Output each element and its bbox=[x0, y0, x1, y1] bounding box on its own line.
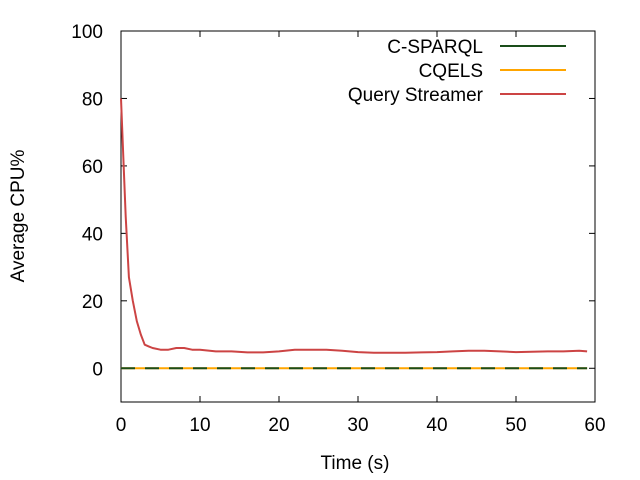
series-line-query-streamer bbox=[120, 98, 588, 354]
y-axis-label: Average CPU% bbox=[8, 150, 29, 283]
x-tick-label: 0 bbox=[116, 415, 127, 436]
legend: C-SPARQL CQELS Query Streamer bbox=[348, 37, 566, 106]
y-tick-label: 100 bbox=[71, 22, 103, 43]
legend-label: Query Streamer bbox=[348, 85, 484, 106]
x-tick-label: 60 bbox=[584, 415, 605, 436]
legend-label: CQELS bbox=[419, 61, 483, 82]
x-tick-label: 30 bbox=[347, 415, 368, 436]
x-axis-label: Time (s) bbox=[321, 453, 390, 474]
tick-labels: 0 10 20 30 40 50 60 0 20 40 60 80 100 bbox=[71, 22, 605, 436]
y-tick-label: 0 bbox=[92, 359, 103, 380]
y-tick-label: 60 bbox=[82, 157, 103, 178]
y-tick-label: 20 bbox=[82, 292, 103, 313]
y-tick-label: 40 bbox=[82, 224, 103, 245]
y-tick-label: 80 bbox=[82, 89, 103, 110]
x-tick-label: 10 bbox=[189, 415, 210, 436]
legend-label: C-SPARQL bbox=[387, 37, 483, 58]
x-tick-label: 40 bbox=[426, 415, 447, 436]
series-lines bbox=[120, 98, 588, 370]
x-tick-label: 20 bbox=[268, 415, 289, 436]
x-tick-label: 50 bbox=[505, 415, 526, 436]
